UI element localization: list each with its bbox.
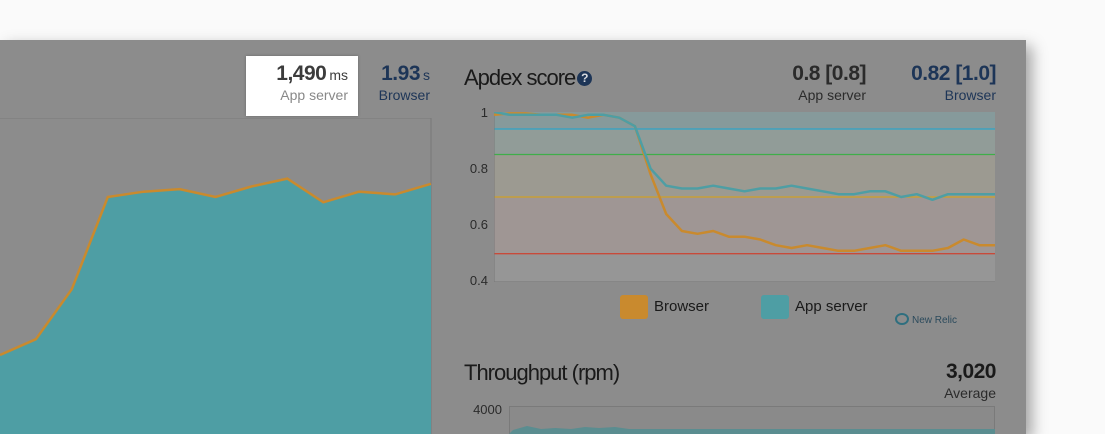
response-time-line <box>0 177 432 357</box>
apdex-band <box>494 112 995 129</box>
throughput-chart <box>509 406 995 434</box>
new-relic-logo: New Relic <box>895 313 957 326</box>
browser-unit: s <box>423 67 430 83</box>
response-time-chart <box>0 118 432 434</box>
throughput-title: Throughput (rpm) <box>464 360 620 385</box>
browser-value: 1.93 <box>381 62 420 85</box>
apdex-chart <box>494 112 995 282</box>
apdex-y-tick: 1 <box>480 105 488 120</box>
response-time-app-server[interactable]: 1,490 ms App server <box>252 62 348 103</box>
legend-app-server[interactable]: App server <box>761 295 868 319</box>
apdex-y-tick: 0.4 <box>469 273 488 288</box>
apdex-browser-value: 0.82 [1.0] <box>911 62 996 85</box>
response-time-browser[interactable]: 1.93 s Browser <box>366 62 430 103</box>
new-relic-text: New Relic <box>912 315 958 326</box>
apdex-title: Apdex score? <box>464 65 593 91</box>
throughput-series <box>509 426 995 434</box>
browser-swatch <box>620 295 648 319</box>
throughput-label: Average <box>944 385 996 401</box>
apdex-band <box>494 154 995 197</box>
apdex-band <box>494 129 995 155</box>
apdex-y-tick: 0.8 <box>469 161 488 176</box>
apdex-band <box>494 197 995 254</box>
legend-browser[interactable]: Browser <box>620 295 709 319</box>
throughput-average[interactable]: 3,020 Average <box>900 360 996 401</box>
app-server-unit: ms <box>329 67 348 83</box>
dashboard-panel: 1,490 ms App server 1.93 s Browser Apdex s… <box>0 40 1026 434</box>
browser-label: Browser <box>378 87 430 103</box>
throughput-y-tick: 4000 <box>473 402 502 417</box>
app-server-swatch <box>761 295 789 319</box>
help-icon[interactable]: ? <box>577 71 593 86</box>
app-server-label: App server <box>280 87 348 103</box>
apdex-app-server-line <box>494 112 995 202</box>
app-server-highlight <box>246 56 358 116</box>
app-server-value: 1,490 <box>276 62 327 85</box>
throughput-value: 3,020 <box>945 360 997 383</box>
apdex-app-value: 0.8 [0.8] <box>792 62 866 85</box>
apdex-browser[interactable]: 0.82 [1.0] Browser <box>886 62 996 103</box>
apdex-app-server[interactable]: 0.8 [0.8] App server <box>770 62 866 103</box>
apdex-browser-label: Browser <box>944 87 996 103</box>
legend-app-server-label: App server <box>795 297 868 315</box>
legend-browser-label: Browser <box>654 297 710 315</box>
apdex-title-text: Apdex score <box>464 65 576 90</box>
apdex-y-tick: 0.6 <box>469 217 488 232</box>
apdex-app-label: App server <box>798 87 866 103</box>
new-relic-icon <box>895 313 909 325</box>
response-time-area <box>0 178 431 434</box>
